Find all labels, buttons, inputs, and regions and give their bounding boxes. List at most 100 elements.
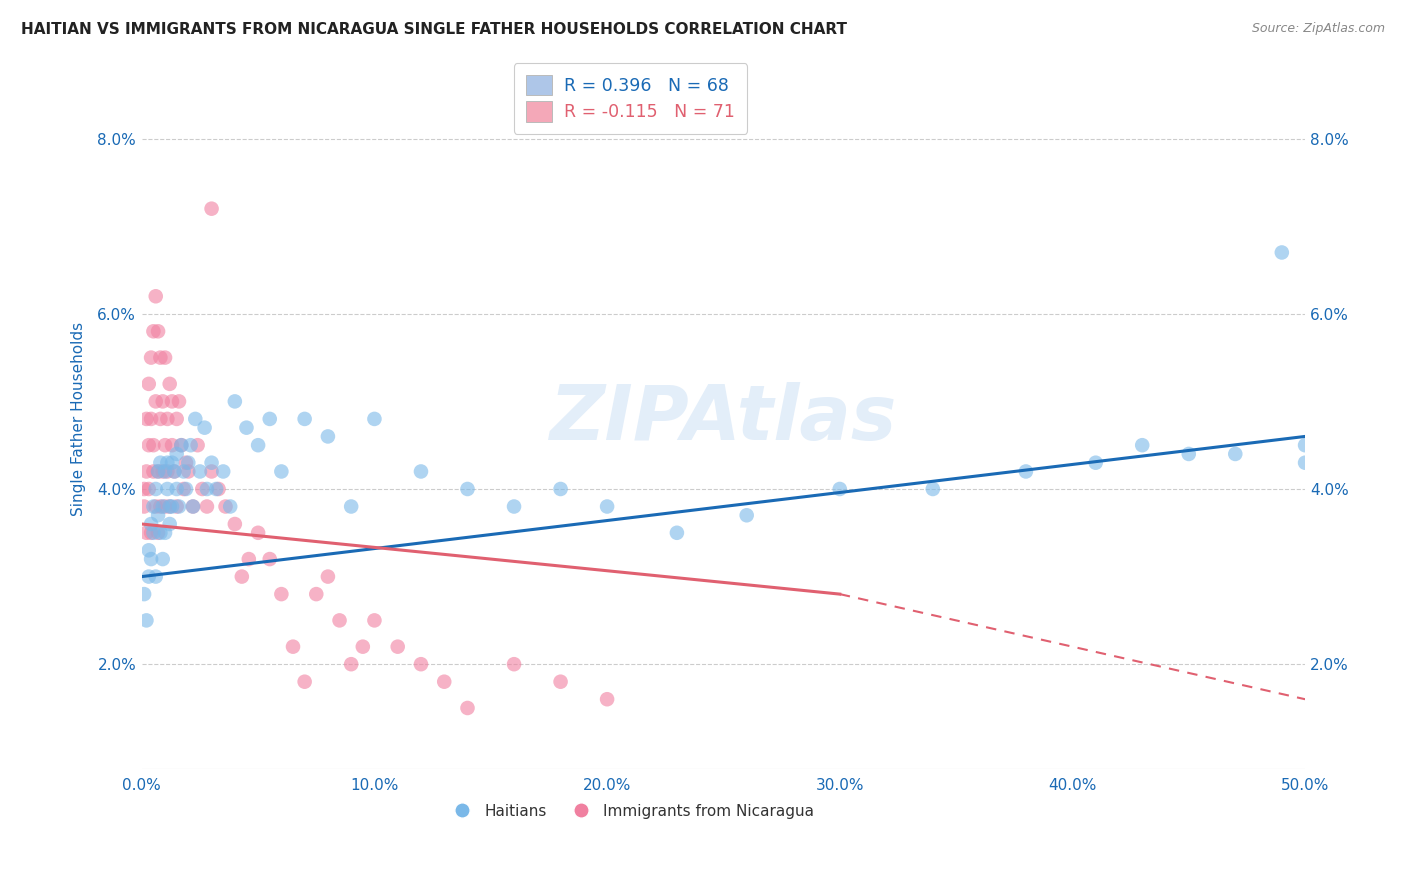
Text: ZIPAtlas: ZIPAtlas bbox=[550, 382, 897, 456]
Point bbox=[173, 465, 195, 479]
Point bbox=[181, 500, 204, 514]
Point bbox=[149, 525, 172, 540]
Point bbox=[152, 465, 174, 479]
Point bbox=[259, 552, 281, 566]
Point bbox=[205, 482, 228, 496]
Point bbox=[153, 351, 176, 365]
Point bbox=[146, 508, 169, 523]
Point bbox=[156, 456, 179, 470]
Point bbox=[195, 500, 218, 514]
Point bbox=[238, 552, 260, 566]
Y-axis label: Single Father Households: Single Father Households bbox=[72, 322, 86, 516]
Point bbox=[207, 482, 229, 496]
Point bbox=[316, 429, 339, 443]
Point bbox=[139, 351, 162, 365]
Point bbox=[174, 482, 197, 496]
Point bbox=[160, 456, 183, 470]
Point bbox=[270, 465, 292, 479]
Point bbox=[247, 438, 270, 452]
Point bbox=[132, 500, 155, 514]
Point bbox=[142, 438, 165, 452]
Point bbox=[142, 525, 165, 540]
Point bbox=[363, 614, 385, 628]
Point bbox=[153, 465, 176, 479]
Point bbox=[184, 412, 207, 426]
Point bbox=[170, 438, 193, 452]
Point bbox=[146, 465, 169, 479]
Point bbox=[173, 482, 195, 496]
Point bbox=[328, 614, 350, 628]
Point bbox=[1294, 438, 1316, 452]
Point bbox=[177, 456, 200, 470]
Point bbox=[177, 465, 200, 479]
Point bbox=[149, 351, 172, 365]
Point bbox=[503, 500, 526, 514]
Point bbox=[305, 587, 328, 601]
Point bbox=[132, 587, 155, 601]
Point bbox=[156, 482, 179, 496]
Point bbox=[142, 324, 165, 338]
Point bbox=[145, 289, 167, 303]
Point bbox=[170, 438, 193, 452]
Point bbox=[160, 438, 183, 452]
Point bbox=[1015, 465, 1038, 479]
Point bbox=[135, 525, 157, 540]
Point bbox=[235, 420, 257, 434]
Point bbox=[152, 394, 174, 409]
Point bbox=[735, 508, 758, 523]
Point bbox=[247, 525, 270, 540]
Point bbox=[596, 500, 619, 514]
Point bbox=[340, 500, 363, 514]
Point bbox=[200, 465, 222, 479]
Point bbox=[194, 420, 217, 434]
Point bbox=[1177, 447, 1199, 461]
Point bbox=[188, 465, 211, 479]
Point bbox=[921, 482, 943, 496]
Point bbox=[145, 500, 167, 514]
Point bbox=[828, 482, 851, 496]
Point bbox=[142, 500, 165, 514]
Point bbox=[180, 438, 202, 452]
Point bbox=[159, 500, 181, 514]
Text: HAITIAN VS IMMIGRANTS FROM NICARAGUA SINGLE FATHER HOUSEHOLDS CORRELATION CHART: HAITIAN VS IMMIGRANTS FROM NICARAGUA SIN… bbox=[21, 22, 846, 37]
Point bbox=[167, 500, 190, 514]
Point bbox=[160, 500, 183, 514]
Point bbox=[160, 394, 183, 409]
Point bbox=[145, 482, 167, 496]
Point bbox=[149, 456, 172, 470]
Point bbox=[270, 587, 292, 601]
Point bbox=[224, 394, 246, 409]
Point bbox=[139, 516, 162, 531]
Point bbox=[153, 525, 176, 540]
Point bbox=[200, 456, 222, 470]
Point bbox=[138, 376, 160, 391]
Point bbox=[138, 543, 160, 558]
Point bbox=[145, 394, 167, 409]
Point bbox=[294, 412, 316, 426]
Point bbox=[135, 465, 157, 479]
Point bbox=[1271, 245, 1294, 260]
Point bbox=[231, 569, 253, 583]
Point bbox=[159, 376, 181, 391]
Point bbox=[457, 701, 479, 715]
Point bbox=[159, 500, 181, 514]
Point bbox=[166, 447, 188, 461]
Point bbox=[156, 465, 179, 479]
Point bbox=[166, 412, 188, 426]
Point bbox=[149, 412, 172, 426]
Point bbox=[1130, 438, 1153, 452]
Point bbox=[139, 412, 162, 426]
Point bbox=[340, 657, 363, 672]
Point bbox=[163, 465, 186, 479]
Point bbox=[1225, 447, 1247, 461]
Point bbox=[166, 482, 188, 496]
Text: Source: ZipAtlas.com: Source: ZipAtlas.com bbox=[1251, 22, 1385, 36]
Point bbox=[149, 500, 172, 514]
Point bbox=[138, 482, 160, 496]
Point bbox=[142, 465, 165, 479]
Point bbox=[139, 552, 162, 566]
Point bbox=[200, 202, 222, 216]
Point bbox=[550, 482, 572, 496]
Point bbox=[294, 674, 316, 689]
Point bbox=[163, 465, 186, 479]
